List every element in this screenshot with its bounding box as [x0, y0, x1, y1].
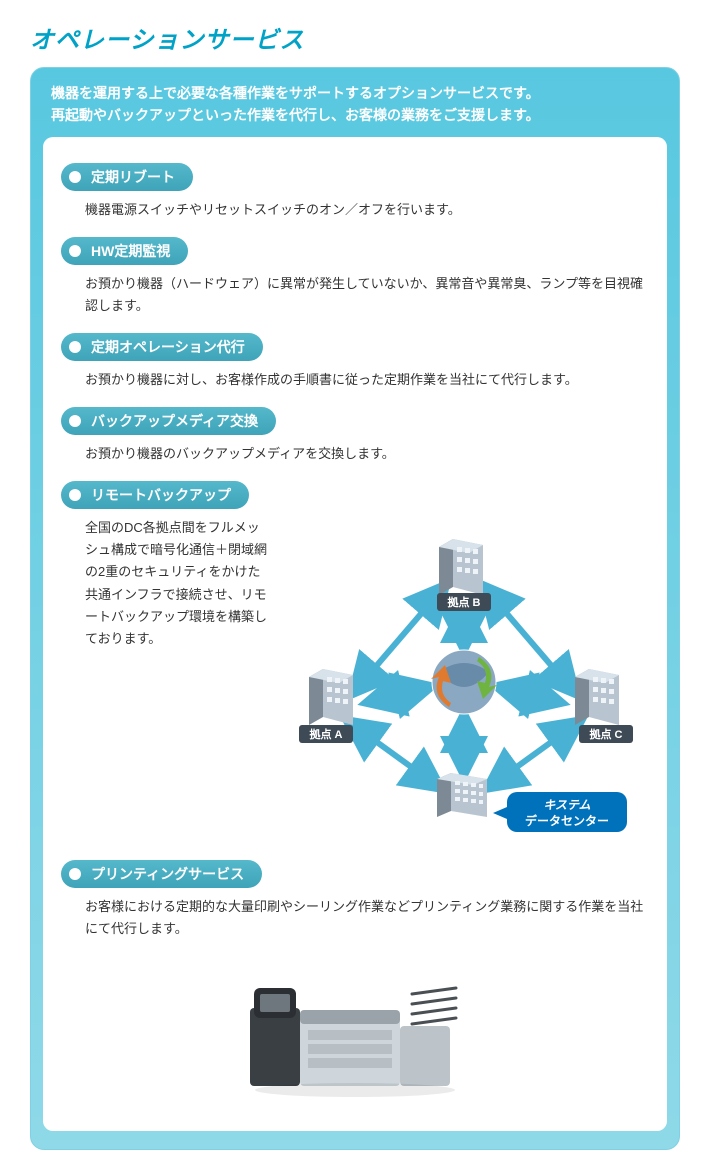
intro-text: 機器を運用する上で必要な各種作業をサポートするオプションサービスです。 再起動や… [43, 82, 667, 137]
bullet-icon [69, 868, 81, 880]
node-a-label: 拠点 A [310, 727, 343, 741]
pill-label: HW定期監視 [91, 241, 170, 261]
pill-label: リモートバックアップ [91, 485, 231, 505]
pill-backup-media: バックアップメディア交換 [61, 407, 276, 435]
dc-label-line1: キステム [543, 798, 590, 812]
intro-line-2: 再起動やバックアップといった作業を代行し、お客様の業務をご支援します。 [51, 104, 659, 126]
bullet-icon [69, 171, 81, 183]
page-title: オペレーションサービス [30, 20, 680, 55]
bullet-icon [69, 245, 81, 257]
pill-hw-monitor: HW定期監視 [61, 237, 188, 265]
dc-building [437, 773, 487, 817]
desc-operation: お預かり機器に対し、お客様作成の手順書に従った定期作業を当社にて代行します。 [85, 369, 649, 391]
node-c-label: 拠点 C [590, 727, 623, 741]
bullet-icon [69, 415, 81, 427]
desc-printing: お客様における定期的な大量印刷やシーリング作業などプリンティング業務に関する作業… [85, 896, 649, 940]
node-a-building [309, 669, 353, 725]
pill-label: 定期オペレーション代行 [91, 337, 245, 357]
node-c-building [575, 669, 619, 725]
desc-backup-media: お預かり機器のバックアップメディアを交換します。 [85, 443, 649, 465]
pill-remote-backup: リモートバックアップ [61, 481, 249, 509]
intro-line-1: 機器を運用する上で必要な各種作業をサポートするオプションサービスです。 [51, 82, 659, 104]
dc-label-line2: データセンター [525, 813, 609, 828]
desc-hw-monitor: お預かり機器（ハードウェア）に異常が発生していないか、異常音や異常臭、ランプ等を… [85, 273, 649, 317]
desc-remote-backup: 全国のDC各拠点間をフルメッシュ構成で暗号化通信＋閉域網の2重のセキュリティをか… [85, 517, 267, 650]
dc-label-bubble: キステム データセンター [493, 792, 627, 832]
inner-panel: 定期リブート 機器電源スイッチやリセットスイッチのオン／オフを行います。 HW定… [43, 137, 667, 1132]
node-b-label: 拠点 B [448, 595, 481, 609]
node-b-building [439, 539, 483, 595]
pill-label: プリンティングサービス [91, 864, 244, 884]
network-diagram: 拠点 A 拠点 B [279, 517, 649, 852]
outer-panel: 機器を運用する上で必要な各種作業をサポートするオプションサービスです。 再起動や… [30, 67, 680, 1150]
pill-printing: プリンティングサービス [61, 860, 262, 888]
pill-reboot: 定期リブート [61, 163, 193, 191]
pill-operation: 定期オペレーション代行 [61, 333, 263, 361]
pill-label: バックアップメディア交換 [91, 411, 258, 431]
desc-reboot: 機器電源スイッチやリセットスイッチのオン／オフを行います。 [85, 199, 649, 221]
bullet-icon [69, 341, 81, 353]
pill-label: 定期リブート [91, 167, 175, 187]
printer-illustration [61, 948, 649, 1103]
bullet-icon [69, 489, 81, 501]
